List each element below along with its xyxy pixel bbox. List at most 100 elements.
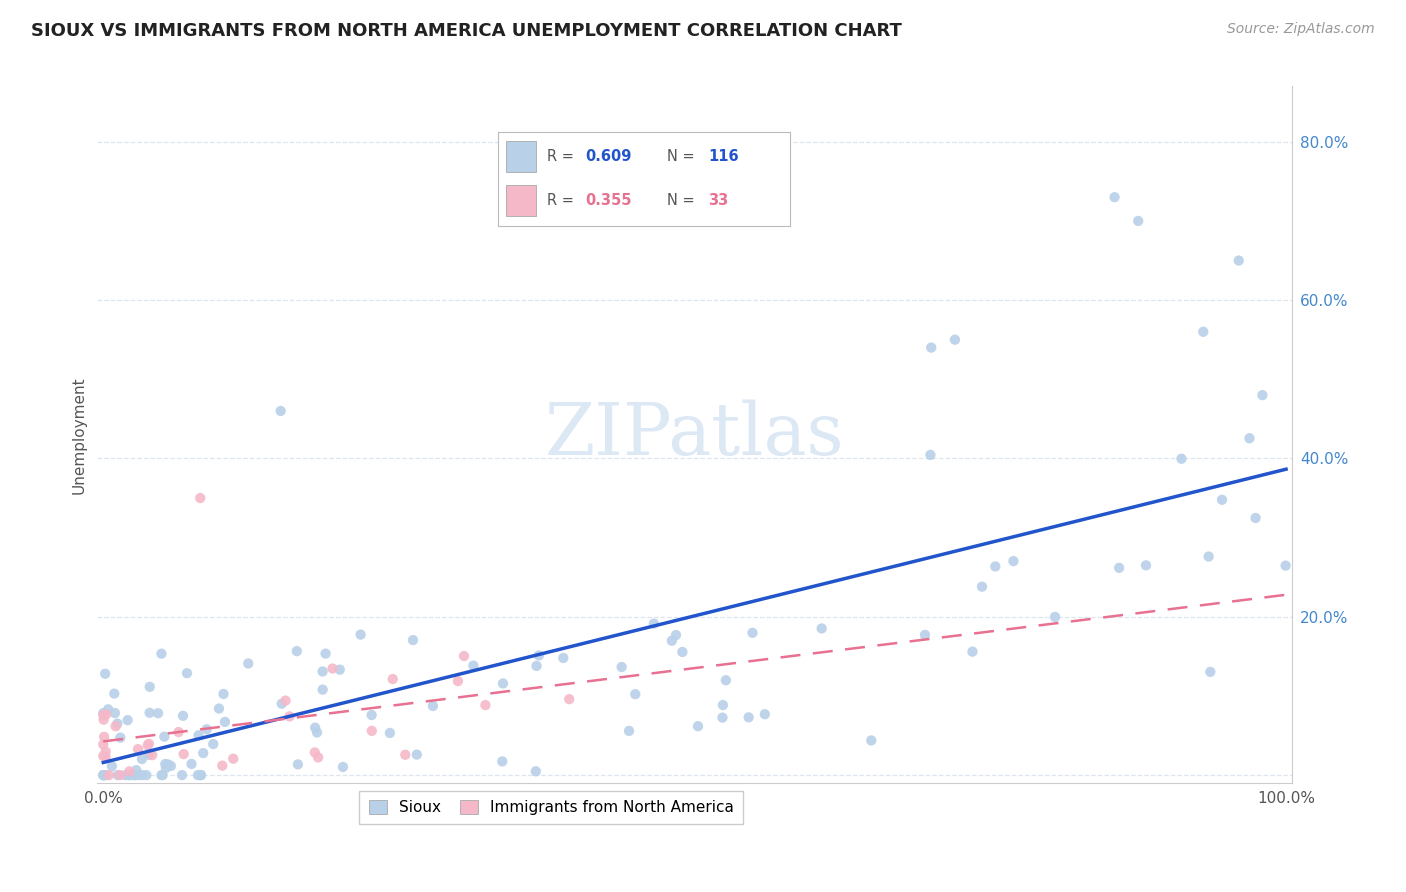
Point [131, 768, 153, 782]
Point [860, 733, 883, 747]
Point [97, 702, 120, 716]
Point [131, 752, 153, 766]
Point [524, 764, 547, 779]
Point [1170, 451, 1192, 466]
Point [1192, 325, 1215, 339]
Point [943, 333, 966, 347]
Point [1244, 511, 1267, 525]
Point [321, 661, 343, 675]
Point [138, 747, 160, 762]
Point [152, 768, 174, 782]
Point [118, 768, 141, 782]
Point [173, 747, 195, 761]
Point [91, 749, 114, 764]
Point [135, 768, 157, 782]
Point [624, 687, 647, 701]
Point [104, 719, 127, 733]
Point [962, 645, 984, 659]
Point [1104, 190, 1126, 204]
Point [527, 648, 550, 663]
Point [810, 622, 832, 636]
Point [610, 660, 633, 674]
Point [737, 710, 759, 724]
Point [1002, 554, 1025, 568]
Point [176, 666, 198, 681]
Point [94, 768, 117, 782]
Text: SIOUX VS IMMIGRANTS FROM NORTH AMERICA UNEMPLOYMENT CORRELATION CHART: SIOUX VS IMMIGRANTS FROM NORTH AMERICA U… [31, 22, 901, 40]
Point [118, 764, 141, 779]
Point [138, 737, 160, 751]
Point [93, 768, 115, 782]
Y-axis label: Unemployment: Unemployment [72, 376, 86, 493]
Text: ZIPatlas: ZIPatlas [546, 400, 845, 470]
Point [474, 698, 496, 712]
Point [270, 697, 292, 711]
Point [1135, 558, 1157, 573]
Point [107, 768, 129, 782]
Point [686, 719, 709, 733]
Point [157, 757, 180, 772]
Point [1043, 610, 1066, 624]
Point [187, 728, 209, 742]
Point [146, 706, 169, 721]
Point [1198, 549, 1220, 564]
Point [665, 628, 688, 642]
Point [920, 341, 942, 355]
Point [93, 713, 115, 727]
Point [155, 761, 177, 775]
Point [155, 757, 177, 772]
Point [741, 625, 763, 640]
Point [150, 647, 173, 661]
Point [278, 709, 301, 723]
Point [117, 713, 139, 727]
Point [160, 759, 183, 773]
Point [1211, 492, 1233, 507]
Point [329, 663, 352, 677]
Point [422, 698, 444, 713]
Point [491, 755, 513, 769]
Point [122, 768, 145, 782]
Point [378, 726, 401, 740]
Point [526, 659, 548, 673]
Point [124, 768, 146, 782]
Point [360, 708, 382, 723]
Point [104, 706, 127, 720]
Point [463, 658, 485, 673]
Point [127, 742, 149, 756]
Point [187, 768, 209, 782]
Point [170, 768, 193, 782]
Point [671, 645, 693, 659]
Point [304, 746, 326, 760]
Point [127, 768, 149, 782]
Point [270, 404, 292, 418]
Point [447, 674, 470, 689]
Point [914, 628, 936, 642]
Point [94, 666, 117, 681]
Point [208, 701, 231, 715]
Point [315, 647, 337, 661]
Point [167, 725, 190, 739]
Point [91, 708, 114, 723]
Point [1251, 388, 1274, 402]
Point [190, 768, 212, 782]
Point [110, 731, 132, 745]
Point [285, 644, 308, 658]
Point [114, 768, 136, 782]
Point [141, 748, 163, 763]
Point [1274, 558, 1296, 573]
Point [91, 738, 114, 752]
Point [349, 627, 371, 641]
Point [711, 710, 734, 724]
Point [311, 665, 333, 679]
Point [93, 768, 115, 782]
Point [305, 725, 328, 739]
Point [643, 616, 665, 631]
Point [754, 707, 776, 722]
Point [91, 768, 114, 782]
Point [97, 768, 120, 782]
Point [304, 721, 326, 735]
Point [553, 651, 575, 665]
Point [91, 768, 114, 782]
Point [402, 633, 425, 648]
Point [222, 752, 245, 766]
